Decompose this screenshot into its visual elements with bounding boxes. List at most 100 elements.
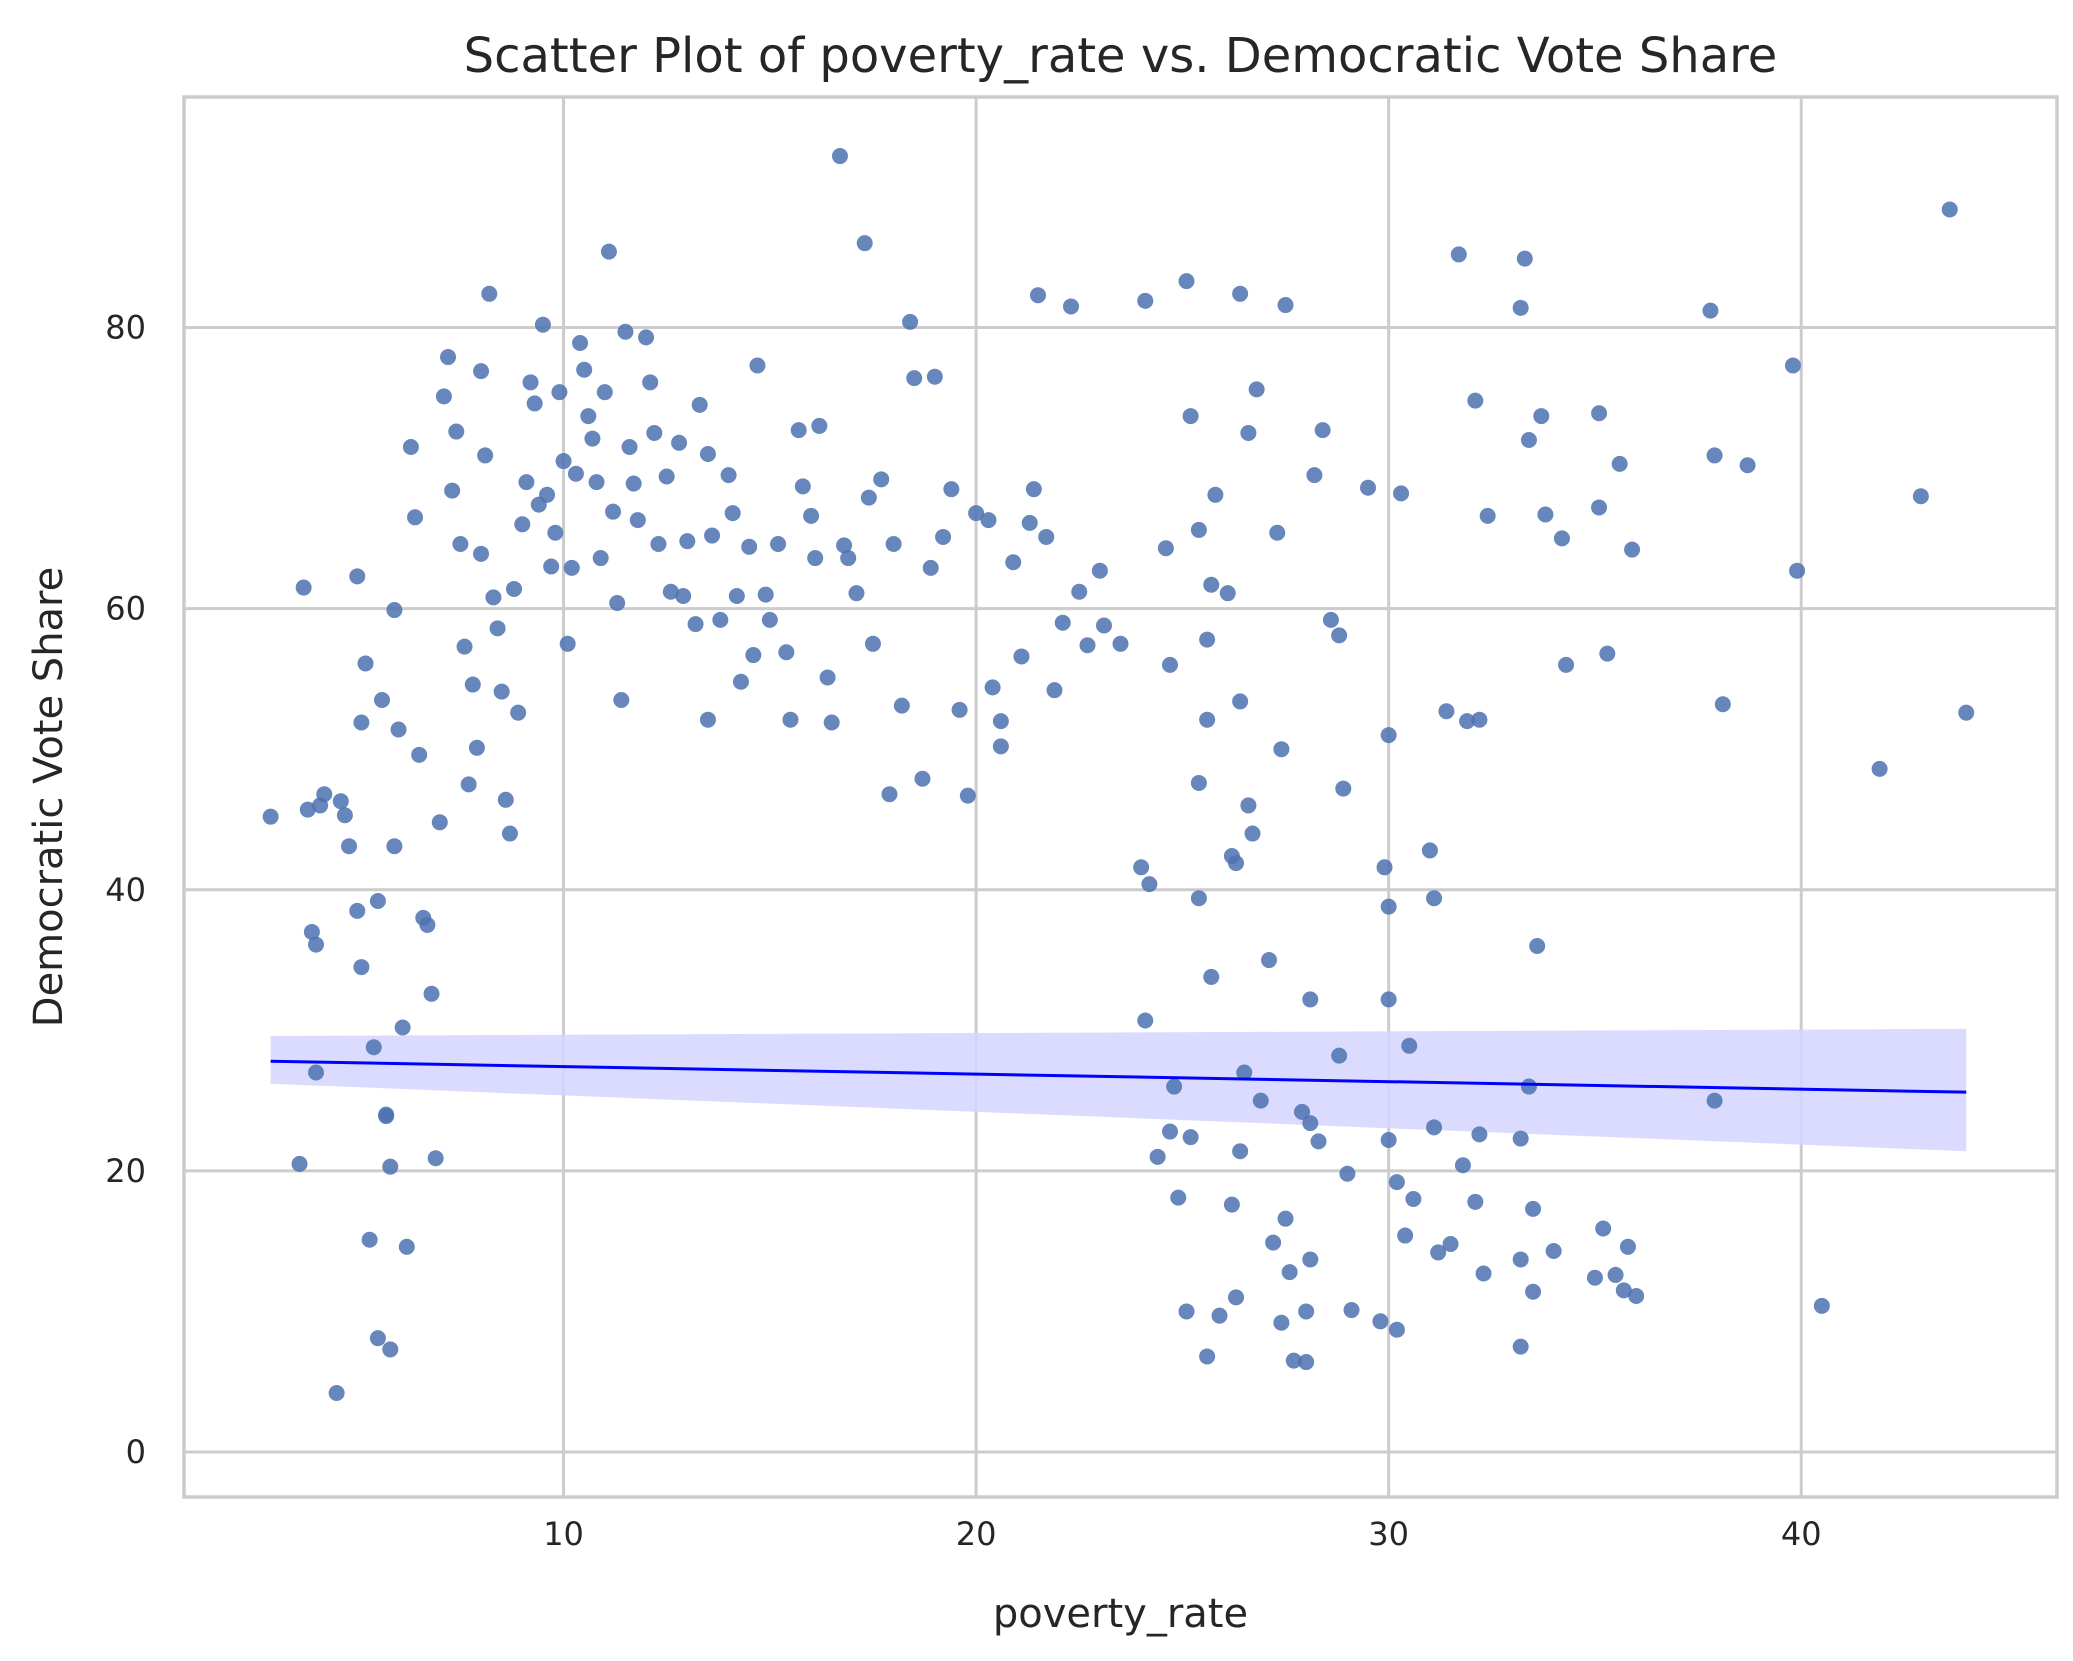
scatter-point (1520, 1078, 1537, 1095)
scatter-point (1624, 541, 1641, 558)
scatter-point (374, 692, 391, 709)
scatter-point (1512, 299, 1529, 316)
tick-labels: 10 20 30 40 0 20 40 60 80 (105, 309, 1821, 1553)
scatter-point (675, 587, 692, 604)
scatter-point (1038, 528, 1055, 545)
scatter-point (1706, 447, 1723, 464)
scatter-point (1298, 1303, 1315, 1320)
scatter-point (1520, 431, 1537, 448)
scatter-point (402, 439, 419, 455)
scatter-point (1306, 467, 1323, 484)
scatter-point (658, 468, 675, 485)
scatter-point (778, 644, 795, 661)
scatter-point (555, 453, 572, 470)
scatter-point (1912, 488, 1929, 505)
scatter-point (1133, 859, 1150, 876)
scatter-point (332, 793, 349, 810)
scatter-point (831, 148, 848, 165)
scatter-point (1302, 1251, 1319, 1268)
scatter-point (1223, 1196, 1240, 1213)
scatter-point (369, 893, 386, 910)
scatter-point (629, 512, 646, 529)
scatter-point (1269, 524, 1286, 541)
scatter-point (1450, 246, 1467, 263)
scatter-point (794, 478, 811, 495)
scatter-point (1141, 876, 1158, 893)
scatter-point (1005, 554, 1022, 571)
scatter-point (1714, 696, 1731, 713)
scatter-point (1240, 424, 1257, 441)
scatter-point (1595, 1220, 1612, 1237)
scatter-point (477, 447, 494, 464)
scatter-point (1071, 583, 1088, 600)
scatter-point (1079, 637, 1096, 654)
scatter-point (1203, 968, 1220, 985)
confidence-band (270, 1028, 1967, 1152)
scatter-point (679, 533, 696, 550)
y-tick-label-4: 80 (105, 309, 146, 347)
scatter-point (1388, 1174, 1405, 1191)
scatter-point (584, 430, 601, 447)
scatter-point (336, 807, 353, 824)
scatter-point (1335, 780, 1352, 797)
grid-lines (184, 97, 2057, 1497)
x-tick-label-3: 40 (1781, 1515, 1822, 1553)
scatter-point (1199, 631, 1216, 648)
scatter-point (382, 1158, 399, 1175)
scatter-point (1558, 656, 1575, 673)
scatter-point (638, 329, 655, 346)
scatter-point (382, 1341, 399, 1358)
y-tick-label-2: 40 (105, 871, 146, 909)
scatter-point (902, 313, 919, 330)
scatter-point (1479, 507, 1496, 524)
scatter-point (1376, 859, 1393, 876)
scatter-point (1310, 1133, 1327, 1150)
scatter-point (885, 535, 902, 552)
scatter-point (1380, 1131, 1397, 1148)
scatter-point (501, 825, 518, 842)
scatter-point (992, 738, 1009, 755)
scatter-point (823, 714, 840, 731)
scatter-point (1170, 1189, 1187, 1206)
scatter-point (1298, 1354, 1315, 1371)
scatter-point (398, 1238, 415, 1255)
scatter-point (349, 902, 366, 919)
plot-area (184, 97, 2057, 1497)
scatter-point (757, 586, 774, 603)
scatter-point (873, 471, 890, 488)
scatter-point (1372, 1313, 1389, 1330)
scatter-point (444, 482, 461, 499)
scatter-point (1277, 1210, 1294, 1227)
scatter-point (1607, 1266, 1624, 1283)
scatter-point (1813, 1297, 1830, 1314)
scatter-point (1166, 1078, 1183, 1095)
scatter-point (1261, 952, 1278, 969)
scatter-point (1454, 1157, 1471, 1174)
scatter-point (1302, 991, 1319, 1008)
scatter-point (984, 679, 1001, 696)
scatter-point (848, 585, 865, 602)
scatter-point (1182, 408, 1199, 425)
scatter-point (572, 334, 589, 351)
scatter-point (1628, 1287, 1645, 1304)
scatter-point (807, 550, 824, 567)
scatter-point (980, 512, 997, 529)
scatter-point (926, 368, 943, 385)
scatter-point (1240, 797, 1257, 814)
scatter-point (1054, 614, 1071, 631)
scatter-point (811, 417, 828, 434)
scatter-point (906, 370, 923, 387)
scatter-point (914, 770, 931, 787)
scatter-point (724, 505, 741, 522)
scatter-point (1397, 1227, 1414, 1244)
scatter-point (1619, 1238, 1636, 1255)
scatter-point (1611, 455, 1628, 472)
scatter-point (770, 535, 787, 552)
scatter-point (1228, 855, 1245, 872)
scatter-point (473, 545, 490, 562)
scatter-point (580, 408, 597, 425)
scatter-point (1190, 774, 1207, 791)
scatter-point (1533, 408, 1550, 425)
scatter-point (1426, 1119, 1443, 1136)
